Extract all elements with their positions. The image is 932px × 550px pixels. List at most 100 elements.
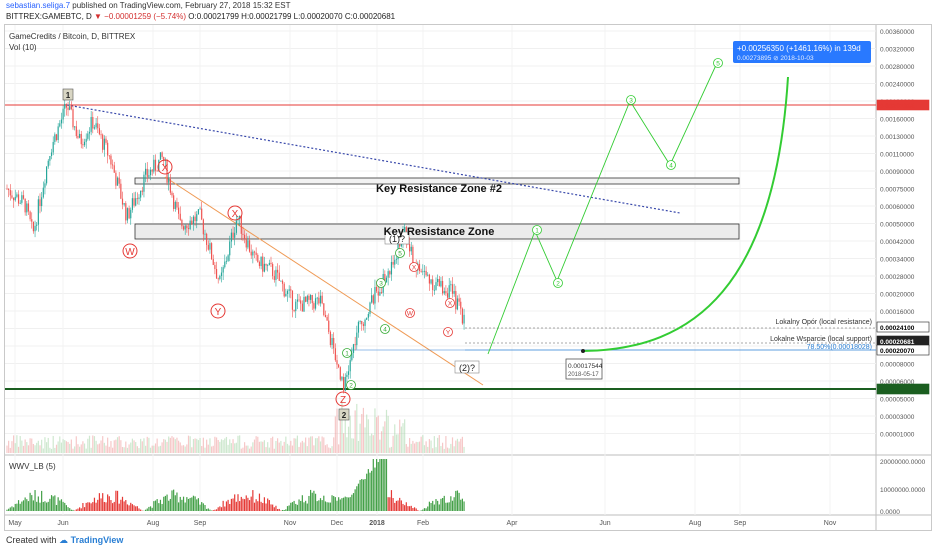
indicator-bar [296,504,298,511]
volume-bar [305,437,307,453]
indicator-bar [100,498,102,511]
indicator-bar [455,490,457,511]
volume-bar [268,447,270,453]
publish-info: sebastian.seliga.7 published on TradingV… [6,1,291,10]
volume-bar [171,436,173,453]
indicator-bar [67,507,69,511]
indicator-bar [245,495,247,511]
candle-body [367,313,369,318]
indicator-bar [178,502,180,511]
indicator-bar [283,509,285,511]
resistance-zone-2 [134,177,740,185]
volume-bar [133,440,135,453]
indicator-bar [145,509,147,511]
candle-body [118,177,120,184]
indicator-bar [425,508,427,511]
main-pane [5,25,876,455]
time-tick: Jun [57,520,68,527]
candle-body [420,270,422,272]
tradingview-brand[interactable]: TradingView [70,535,124,545]
time-tick: Nov [824,520,837,527]
indicator-bar [252,490,254,511]
candle-body [362,324,364,326]
volume-bar [390,446,393,453]
wave-label: X [448,301,453,308]
indicator-bar [171,490,173,511]
indicator-bar [50,495,53,511]
indicator-bar [361,478,363,511]
candle-body [430,279,432,284]
drawing-lines [5,104,876,390]
volume-bar [219,441,221,453]
volume-bar [176,437,178,453]
chart-container[interactable]: 0.00360000 0.00320000 0.00280000 0.00240000… [4,24,932,531]
indicator-bar [21,501,23,511]
volume-bar [107,437,109,453]
candle-body [143,174,145,192]
indicator-bar [130,502,132,511]
candle-body [262,256,264,272]
indicator-bar [166,494,168,511]
price-tick: 0.00016000 [880,309,915,316]
projection-curve [582,76,789,352]
indicator-bar [265,503,267,511]
candle-body [202,219,204,235]
candle-body [201,208,203,220]
candle-body [361,321,363,325]
indicator-bar [174,495,176,511]
candle-body [310,294,312,300]
candle-body [100,134,102,136]
indicator-bar [339,499,341,511]
indicator-bar [314,493,317,511]
candle-body [410,246,412,252]
candle-body [278,272,280,281]
candle-body [207,244,209,250]
candle-body [380,291,383,293]
indicator-bar [420,510,422,511]
price-chart[interactable]: 0.00360000 0.00320000 0.00280000 0.00240000… [5,25,931,530]
volume-bar [59,436,61,453]
indicator-bar [24,497,26,511]
indicator-bar [364,479,366,511]
candle-body [136,198,138,200]
volume-bar [196,438,198,453]
volume-bar [100,440,102,453]
candle-body [19,202,21,204]
indicator-bar [247,497,249,511]
candle-body [460,301,462,309]
volume-bar [83,443,86,453]
time-tick: Feb [417,520,429,527]
volume-bar [168,436,170,453]
candle-body [425,270,427,276]
indicator-bar [379,459,381,511]
candle-body [85,138,87,142]
price-change: ▼ −0.00001259 (−5.74%) [94,12,187,21]
candle-body [281,280,284,284]
resistance-zone-1 [134,223,740,240]
indicator-bar [387,497,389,511]
volume-bar [27,445,30,453]
wave-small-circle [395,248,405,258]
candle-body [83,141,86,146]
indicator-bar [313,490,315,511]
volume-bar [323,437,325,453]
volume-bar [253,439,256,453]
indicator-bar [97,499,99,511]
candle-body [357,321,360,333]
candle-body [372,295,374,304]
volume-bar [187,435,190,453]
candle-body [450,284,452,286]
candle-body [354,344,356,346]
price-tick: 0.00090000 [880,169,915,176]
volume-bar [145,445,147,453]
indicator-bar [461,498,463,511]
indicator-bar [136,506,138,511]
indicator-bar [227,499,229,511]
candle-body [131,198,133,210]
price-tick: 0.00003000 [880,414,915,421]
author-link[interactable]: sebastian.seliga.7 [6,1,71,10]
indicator-bar [306,503,308,511]
candle-body [245,238,247,248]
wave-small-circle [553,278,563,288]
candle-body [32,221,34,232]
